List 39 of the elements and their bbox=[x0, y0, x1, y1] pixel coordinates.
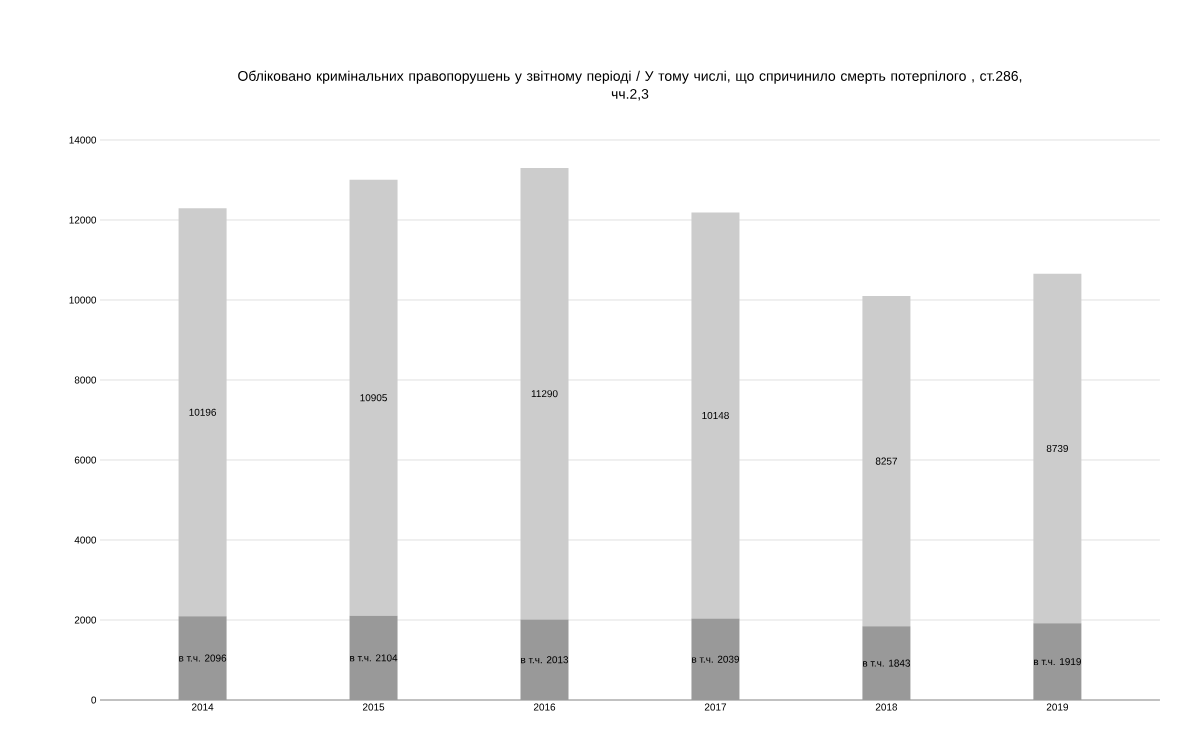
bar bbox=[178, 616, 227, 700]
x-tick-label: 2018 bbox=[875, 703, 898, 711]
y-tick-label: 0 bbox=[91, 696, 97, 704]
bar bbox=[520, 167, 569, 620]
bar bbox=[691, 618, 740, 700]
bar bbox=[349, 615, 398, 700]
x-tick-label: 2014 bbox=[192, 703, 214, 711]
y-tick-label: 10000 bbox=[69, 296, 97, 304]
x-tick-label: 2017 bbox=[704, 703, 727, 711]
data-label: 8257 bbox=[875, 457, 898, 465]
bar bbox=[520, 619, 569, 700]
data-label: в т.ч. 2013 bbox=[521, 656, 569, 664]
data-label: в т.ч. 2096 bbox=[179, 654, 227, 662]
bar bbox=[349, 179, 398, 616]
x-tick-label: 2015 bbox=[362, 703, 385, 711]
y-tick-label: 8000 bbox=[74, 376, 97, 384]
data-label: в т.ч. 2039 bbox=[692, 655, 740, 663]
y-tick-label: 6000 bbox=[74, 456, 97, 464]
data-label: 10148 bbox=[702, 411, 729, 419]
chart-title: Обліковано кримінальних правопорушень у звітному періоді / У тому числі, що спричинило смерть потерпілого , ст.286, чч.2,3 bbox=[238, 70, 1022, 101]
data-label: 8739 bbox=[1046, 444, 1068, 452]
bar bbox=[862, 296, 911, 627]
bar bbox=[691, 212, 740, 619]
y-tick-label: 12000 bbox=[69, 216, 97, 224]
x-tick-label: 2019 bbox=[1046, 703, 1068, 711]
data-label: в т.ч. 1843 bbox=[863, 659, 911, 667]
data-label: 10196 bbox=[189, 408, 216, 416]
y-tick-label: 2000 bbox=[74, 616, 97, 624]
bar bbox=[178, 208, 227, 617]
y-tick-label: 4000 bbox=[74, 536, 97, 544]
x-tick-label: 2016 bbox=[533, 703, 556, 711]
data-label: в т.ч. 2104 bbox=[350, 654, 398, 662]
data-label: 11290 bbox=[531, 390, 558, 398]
bar bbox=[1033, 623, 1082, 700]
y-tick-label: 14000 bbox=[69, 136, 97, 144]
data-label: 10905 bbox=[360, 394, 387, 402]
bar bbox=[1033, 273, 1082, 624]
bar bbox=[862, 626, 911, 700]
data-label: в т.ч. 1919 bbox=[1034, 658, 1081, 666]
